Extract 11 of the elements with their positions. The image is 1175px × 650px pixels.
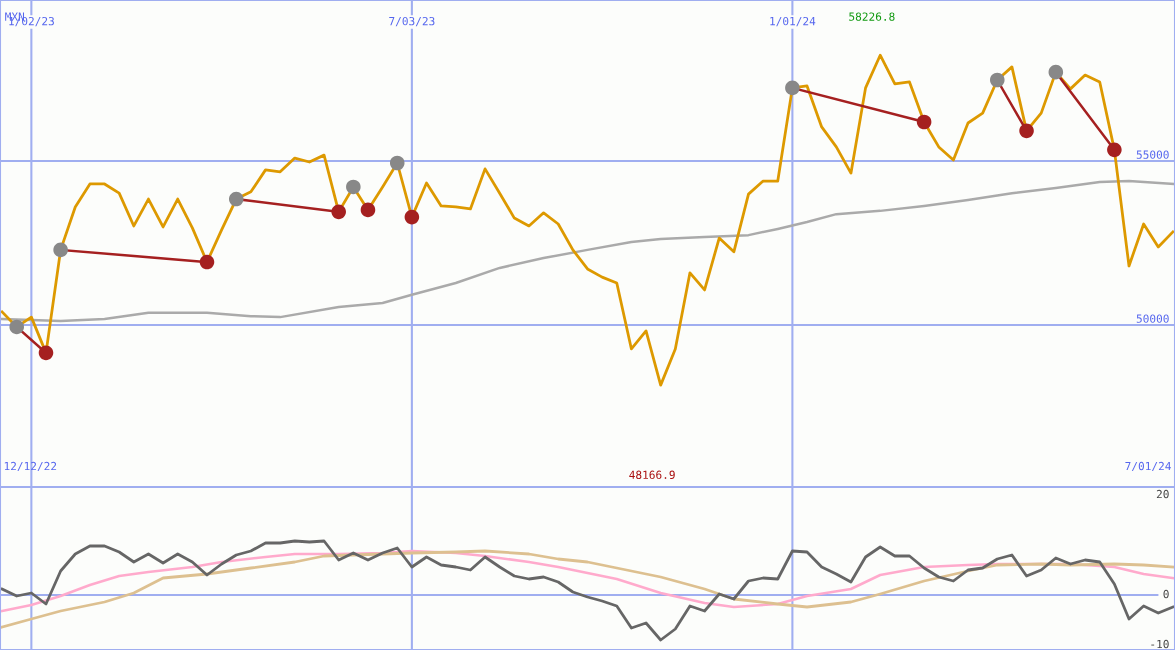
x-tick-label: 7/03/23 (389, 16, 435, 27)
x-tick-label: 1/01/24 (770, 16, 816, 27)
y-tick-label: 20 (1156, 489, 1169, 499)
y-tick-label: -10 (1151, 639, 1169, 649)
line-series (0, 549, 1175, 629)
y-tick-label: 0 (1163, 589, 1169, 599)
annotation: 58226.8 (849, 12, 895, 21)
annotation: 7/01/24 (1125, 461, 1171, 472)
annotation: 48166.9 (629, 470, 675, 479)
y-tick-label: 50000 (1136, 314, 1169, 323)
y-tick-label: 55000 (1136, 150, 1169, 159)
